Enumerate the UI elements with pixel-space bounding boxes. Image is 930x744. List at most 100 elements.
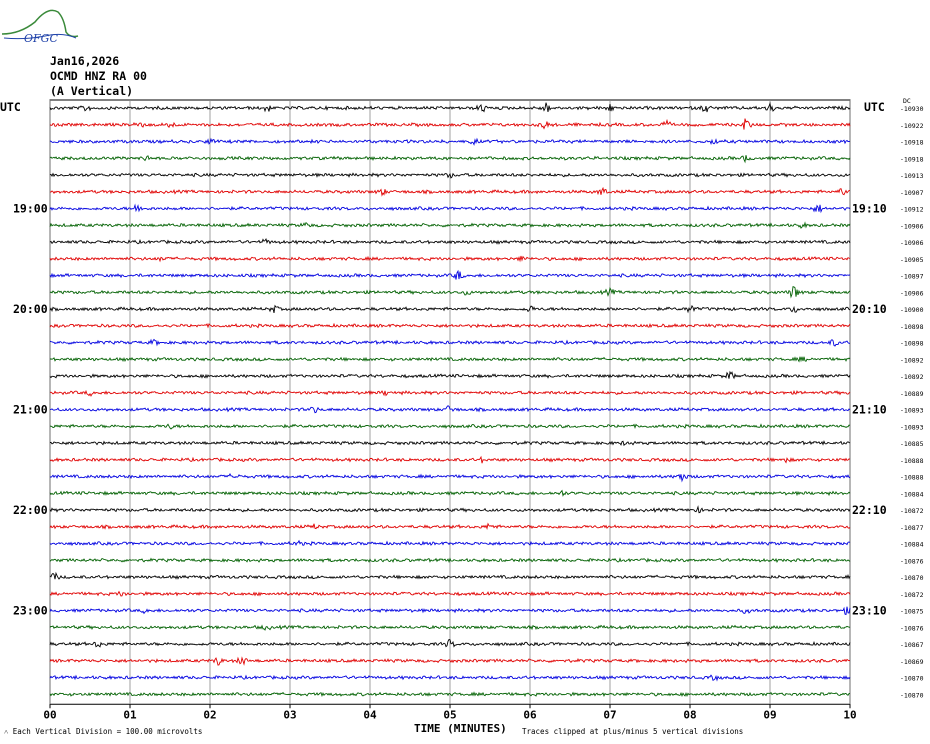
seismic-trace bbox=[49, 472, 851, 483]
seismic-trace bbox=[49, 557, 851, 564]
seismic-trace bbox=[49, 137, 851, 146]
header-station: OCMD HNZ RA 00 bbox=[50, 69, 147, 83]
x-tick-label: 03 bbox=[283, 708, 296, 721]
left-time-label: 21:00 bbox=[13, 403, 48, 417]
dc-offset-label: -10888 bbox=[900, 474, 924, 482]
dc-offset-label: -10930 bbox=[900, 105, 924, 113]
seismic-trace bbox=[49, 269, 851, 280]
seismic-trace bbox=[49, 440, 851, 447]
left-time-label: 19:00 bbox=[13, 202, 48, 216]
seismic-trace bbox=[49, 389, 851, 397]
seismic-trace bbox=[49, 590, 851, 597]
seismic-trace bbox=[49, 505, 851, 514]
dc-offset-label: -10872 bbox=[900, 591, 924, 599]
header-component: (A Vertical) bbox=[50, 84, 134, 98]
dc-offset-label: -10888 bbox=[900, 457, 924, 465]
x-tick-label: 02 bbox=[203, 708, 216, 721]
dc-offset-label: -10906 bbox=[900, 222, 924, 230]
mountain-logo-icon: OFGC bbox=[1, 9, 79, 45]
seismic-trace bbox=[49, 172, 851, 179]
right-time-label: 19:10 bbox=[852, 202, 887, 216]
logo: OFGC bbox=[0, 4, 80, 50]
seismic-trace bbox=[49, 656, 851, 666]
seismic-trace bbox=[49, 286, 851, 299]
dc-offset-label: -10875 bbox=[900, 608, 924, 616]
x-tick-label: 09 bbox=[763, 708, 776, 721]
seismic-trace bbox=[49, 101, 851, 113]
logo-text: OFGC bbox=[24, 32, 58, 45]
x-tick-label: 06 bbox=[523, 708, 537, 721]
seismic-trace bbox=[49, 203, 851, 214]
dc-offset-label: -10884 bbox=[900, 490, 924, 498]
right-time-label: 22:10 bbox=[852, 503, 887, 517]
dc-offset-label: -10870 bbox=[900, 574, 924, 582]
right-axis-label: UTC bbox=[864, 100, 885, 114]
x-axis-title: TIME (MINUTES) bbox=[414, 722, 507, 735]
seismic-trace bbox=[49, 624, 851, 631]
dc-offset-label: -10876 bbox=[900, 557, 924, 565]
dc-offset-label: -10922 bbox=[900, 122, 924, 130]
right-time-label: 23:10 bbox=[852, 604, 887, 618]
seismic-trace bbox=[49, 455, 851, 464]
seismic-trace bbox=[49, 638, 851, 648]
dc-offset-label: -10898 bbox=[900, 323, 924, 331]
seismic-trace bbox=[49, 238, 851, 245]
seismic-trace bbox=[49, 489, 851, 497]
x-tick-label: 08 bbox=[683, 708, 696, 721]
right-time-label: 21:10 bbox=[852, 403, 887, 417]
dc-offset-label: -10892 bbox=[900, 356, 924, 364]
seismic-trace bbox=[49, 571, 851, 580]
header-date: Jan16,2026 bbox=[50, 54, 120, 68]
seismic-trace bbox=[49, 186, 851, 197]
dc-offset-label: -10893 bbox=[900, 407, 924, 415]
x-tick-label: 05 bbox=[443, 708, 456, 721]
dc-offset-label: -10870 bbox=[900, 691, 924, 699]
dc-column-label: DC bbox=[903, 97, 911, 105]
dc-offset-label: -10893 bbox=[900, 423, 924, 431]
dc-offset-label: -10913 bbox=[900, 172, 924, 180]
seismic-trace bbox=[49, 322, 851, 329]
dc-offset-label: -10877 bbox=[900, 524, 924, 532]
seismic-trace bbox=[49, 606, 851, 616]
dc-offset-label: -10898 bbox=[900, 340, 924, 348]
dc-offset-label: -10907 bbox=[900, 189, 924, 197]
dc-offset-label: -10892 bbox=[900, 373, 924, 381]
seismic-trace bbox=[49, 356, 851, 363]
scale-note: ˄ Each Vertical Division = 100.00 microv… bbox=[4, 727, 202, 736]
dc-offset-label: -10884 bbox=[900, 541, 924, 549]
scale-note-text: Each Vertical Division = 100.00 microvol… bbox=[12, 727, 203, 736]
left-time-label: 23:00 bbox=[13, 604, 48, 618]
seismic-trace bbox=[49, 405, 851, 414]
x-tick-label: 04 bbox=[363, 708, 377, 721]
dc-offset-label: -10897 bbox=[900, 273, 924, 281]
x-tick-label: 01 bbox=[123, 708, 137, 721]
right-time-label: 20:10 bbox=[852, 302, 887, 316]
x-tick-label: 00 bbox=[43, 708, 56, 721]
seismic-trace bbox=[49, 118, 851, 130]
seismic-trace bbox=[49, 539, 851, 547]
dc-offset-label: -10885 bbox=[900, 440, 924, 448]
dc-offset-label: -10918 bbox=[900, 139, 924, 147]
left-time-label: 22:00 bbox=[13, 503, 48, 517]
seismic-trace bbox=[49, 304, 851, 314]
seismic-trace bbox=[49, 155, 851, 164]
left-time-label: 20:00 bbox=[13, 302, 48, 316]
x-tick-label: 07 bbox=[603, 708, 616, 721]
seismic-trace bbox=[49, 423, 851, 430]
dc-offset-label: -10870 bbox=[900, 675, 924, 683]
dc-offset-label: -10906 bbox=[900, 289, 924, 297]
dc-offset-label: -10889 bbox=[900, 390, 924, 398]
seismic-trace bbox=[49, 691, 851, 698]
dc-offset-label: -10912 bbox=[900, 206, 924, 214]
seismic-trace bbox=[49, 221, 851, 229]
dc-offset-label: -10900 bbox=[900, 306, 924, 314]
seismic-trace bbox=[49, 370, 851, 380]
x-tick-label: 10 bbox=[843, 708, 856, 721]
seismic-trace bbox=[49, 674, 851, 682]
dc-offset-label: -10906 bbox=[900, 239, 924, 247]
dc-offset-label: -10867 bbox=[900, 641, 924, 649]
dc-offset-label: -10872 bbox=[900, 507, 924, 515]
dc-offset-label: -10918 bbox=[900, 155, 924, 163]
left-axis-label: UTC bbox=[0, 100, 21, 114]
